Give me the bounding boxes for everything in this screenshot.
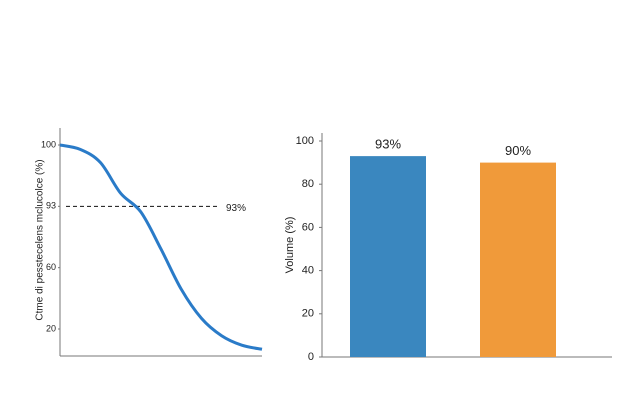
y-tick-label: 20	[46, 323, 56, 333]
line-series	[59, 143, 263, 351]
value-label: 93%	[375, 137, 401, 152]
right-y-label: Volume (%)	[284, 217, 296, 274]
y-tick-label: 93	[46, 201, 56, 211]
y-tick-label: 20	[302, 308, 314, 320]
bar	[350, 156, 426, 357]
y-tick-label: 0	[308, 351, 314, 363]
y-tick-label: 60	[302, 221, 314, 233]
y-tick-label: 100	[41, 139, 56, 149]
y-tick-label: 80	[302, 178, 314, 190]
y-tick-label: 100	[296, 135, 314, 147]
y-tick-label: 40	[302, 265, 314, 277]
value-label: 90%	[505, 143, 531, 158]
bar	[480, 162, 556, 357]
y-tick-label: 60	[46, 262, 56, 272]
left-y-label: Ctme di pesstecelens mclucolce (%)	[35, 159, 46, 320]
reference-label: 93%	[226, 203, 246, 214]
